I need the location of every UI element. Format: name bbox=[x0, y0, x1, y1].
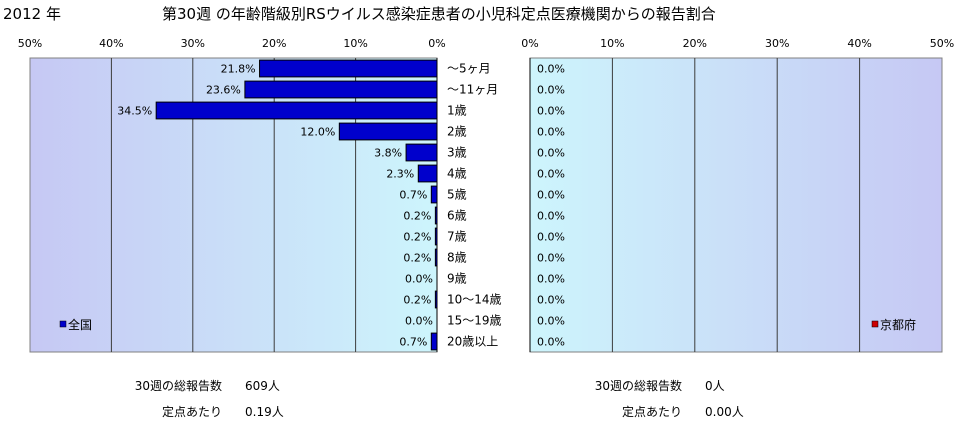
data-label: 2.3% bbox=[386, 168, 414, 181]
data-label: 0.2% bbox=[403, 210, 431, 223]
data-label: 0.2% bbox=[403, 252, 431, 265]
category-label: ～5ヶ月 bbox=[447, 62, 491, 76]
data-label: 0.0% bbox=[537, 84, 565, 97]
chart-kyoto: 0% 10% 20% 30% 40% 50% 0.0% 0.0% 0.0% 0.0% 0.0% 0.0… bbox=[521, 37, 954, 353]
x-tick-label: 20% bbox=[683, 37, 707, 50]
data-label: 0.2% bbox=[403, 231, 431, 244]
category-label: 2歳 bbox=[447, 125, 467, 139]
x-tick-label: 0% bbox=[521, 37, 538, 50]
x-tick-label: 0% bbox=[428, 37, 445, 50]
x-tick-label: 20% bbox=[262, 37, 286, 50]
category-label: 9歳 bbox=[447, 272, 467, 286]
x-tick-label: 30% bbox=[181, 37, 205, 50]
data-label: 34.5% bbox=[117, 105, 152, 118]
x-tick-label: 30% bbox=[765, 37, 789, 50]
data-label: 23.6% bbox=[206, 84, 241, 97]
bar bbox=[338, 122, 438, 141]
legend-label: 京都府 bbox=[880, 317, 916, 332]
x-tick-label: 10% bbox=[600, 37, 624, 50]
kyoto-per-site-value: 0.00人 bbox=[705, 405, 744, 419]
data-label: 0.0% bbox=[405, 273, 433, 286]
data-label: 0.0% bbox=[537, 210, 565, 223]
x-tick-label: 40% bbox=[99, 37, 123, 50]
data-label: 0.0% bbox=[405, 315, 433, 328]
data-label: 0.0% bbox=[537, 189, 565, 202]
data-label: 0.0% bbox=[537, 231, 565, 244]
category-label: 6歳 bbox=[447, 209, 467, 223]
kyoto-total-label: 30週の総報告数 bbox=[594, 379, 682, 393]
category-label: 3歳 bbox=[447, 146, 467, 160]
kyoto-per-site-label: 定点あたり bbox=[621, 405, 682, 419]
bar bbox=[417, 164, 438, 183]
bar bbox=[430, 332, 438, 351]
national-total-label: 30週の総報告数 bbox=[134, 379, 222, 393]
category-label: 7歳 bbox=[447, 230, 467, 244]
x-tick-label: 40% bbox=[847, 37, 871, 50]
data-label: 0.7% bbox=[399, 336, 427, 349]
category-label: 1歳 bbox=[447, 104, 467, 118]
chart-national: 0% 10% 20% 30% 40% 50% 21.8% 23.6% 34.5% 12.0% 3.8… bbox=[18, 37, 502, 353]
data-label: 0.0% bbox=[537, 147, 565, 160]
kyoto-total-value: 0人 bbox=[705, 379, 725, 393]
data-label: 3.8% bbox=[374, 147, 402, 160]
data-label: 0.0% bbox=[537, 168, 565, 181]
category-label: 10～14歳 bbox=[447, 293, 502, 307]
data-label: 12.0% bbox=[300, 126, 335, 139]
data-label: 0.0% bbox=[537, 252, 565, 265]
plot-area bbox=[529, 57, 943, 353]
bar bbox=[405, 143, 438, 162]
national-total-value: 609人 bbox=[245, 379, 280, 393]
category-label: 5歳 bbox=[447, 188, 467, 202]
category-label: ～11ヶ月 bbox=[447, 83, 498, 97]
data-label: 0.7% bbox=[399, 189, 427, 202]
x-tick-label: 10% bbox=[343, 37, 367, 50]
data-label: 0.0% bbox=[537, 315, 565, 328]
data-label: 0.0% bbox=[537, 273, 565, 286]
data-label: 0.2% bbox=[403, 294, 431, 307]
legend-label: 全国 bbox=[68, 317, 92, 332]
x-tick-label: 50% bbox=[18, 37, 42, 50]
bar bbox=[430, 185, 438, 204]
bar bbox=[259, 59, 438, 78]
data-label: 0.0% bbox=[537, 126, 565, 139]
data-label: 0.0% bbox=[537, 105, 565, 118]
data-label: 21.8% bbox=[221, 63, 256, 76]
x-tick-label: 50% bbox=[930, 37, 954, 50]
category-label: 8歳 bbox=[447, 251, 467, 265]
category-label: 20歳以上 bbox=[447, 335, 498, 349]
legend-swatch bbox=[871, 320, 879, 328]
national-per-site-label: 定点あたり bbox=[161, 405, 222, 419]
bar bbox=[155, 101, 438, 120]
category-label: 15～19歳 bbox=[447, 314, 502, 328]
bar bbox=[244, 80, 438, 99]
data-label: 0.0% bbox=[537, 294, 565, 307]
year-label: 2012 年 bbox=[3, 5, 61, 23]
category-label: 4歳 bbox=[447, 167, 467, 181]
legend-swatch bbox=[59, 320, 67, 328]
data-label: 0.0% bbox=[537, 336, 565, 349]
data-label: 0.0% bbox=[537, 63, 565, 76]
national-per-site-value: 0.19人 bbox=[245, 405, 284, 419]
page-title: 第30週 の年齢階級別RSウイルス感染症患者の小児科定点医療機関からの報告割合 bbox=[162, 5, 716, 23]
